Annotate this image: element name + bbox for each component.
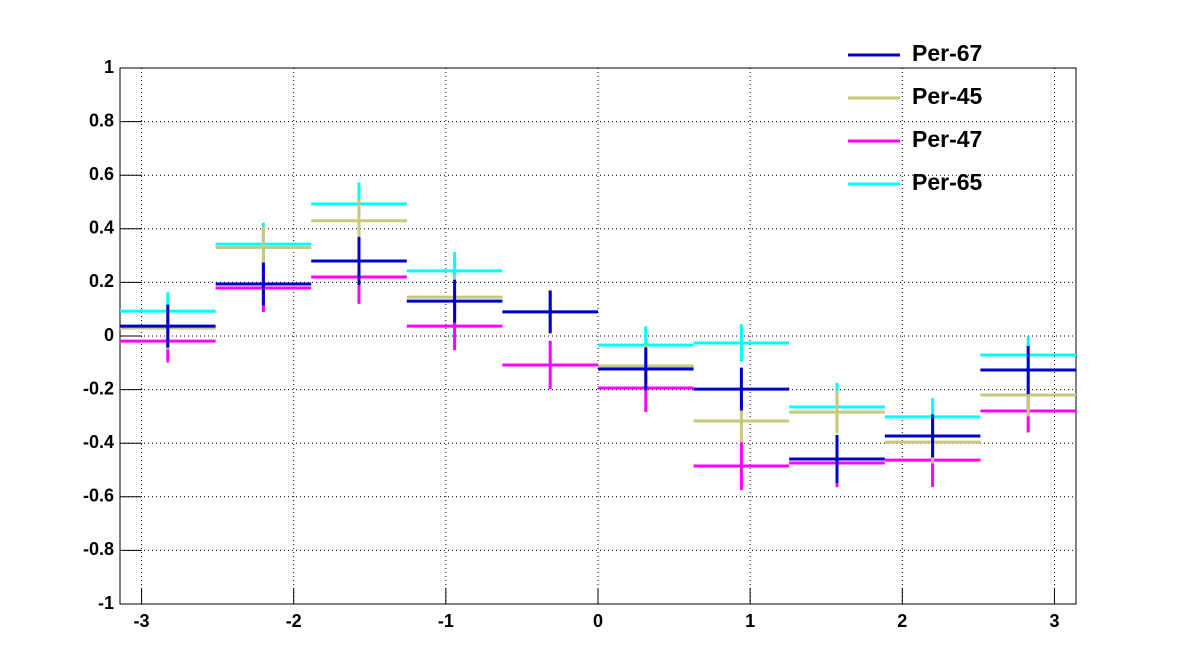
legend-label: Per-65: [912, 169, 983, 195]
x-tick-label: 3: [1049, 611, 1059, 631]
legend-label: Per-47: [912, 126, 982, 152]
y-tick-label: -0.6: [83, 486, 114, 506]
y-tick-label: 1: [104, 57, 114, 77]
x-tick-label: -1: [438, 611, 454, 631]
y-tick-label: 0: [104, 325, 114, 345]
x-tick-label: 1: [745, 611, 755, 631]
y-tick-label: 0.6: [89, 164, 114, 184]
y-tick-label: -0.8: [83, 539, 114, 559]
legend-label: Per-67: [912, 40, 982, 66]
y-tick-label: 0.4: [89, 218, 114, 238]
x-tick-label: -2: [286, 611, 302, 631]
legend-label: Per-45: [912, 83, 983, 109]
y-tick-label: -0.4: [83, 432, 114, 452]
y-tick-label: 0.8: [89, 110, 114, 130]
y-tick-label: 0.2: [89, 271, 114, 291]
x-tick-label: -3: [134, 611, 150, 631]
x-tick-label: 2: [897, 611, 907, 631]
y-tick-label: -1: [98, 593, 114, 613]
y-tick-label: -0.2: [83, 378, 114, 398]
x-tick-label: 0: [593, 611, 603, 631]
